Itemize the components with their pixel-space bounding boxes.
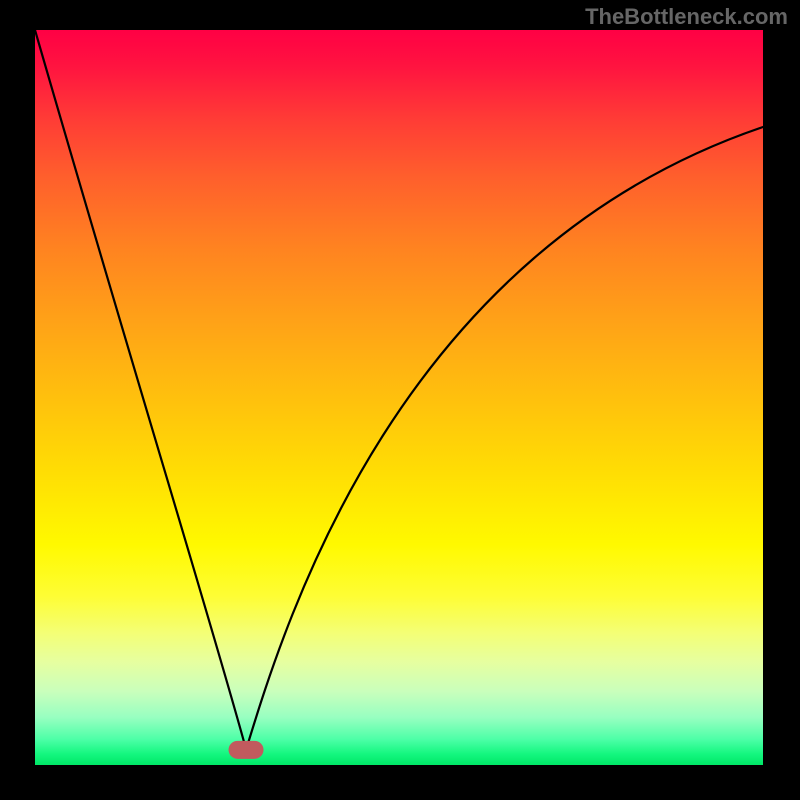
minimum-marker <box>229 740 264 758</box>
bottleneck-curve <box>35 30 763 750</box>
curve-layer <box>35 30 763 765</box>
watermark-text: TheBottleneck.com <box>585 4 788 30</box>
plot-area <box>35 30 763 765</box>
chart-container: TheBottleneck.com <box>0 0 800 800</box>
